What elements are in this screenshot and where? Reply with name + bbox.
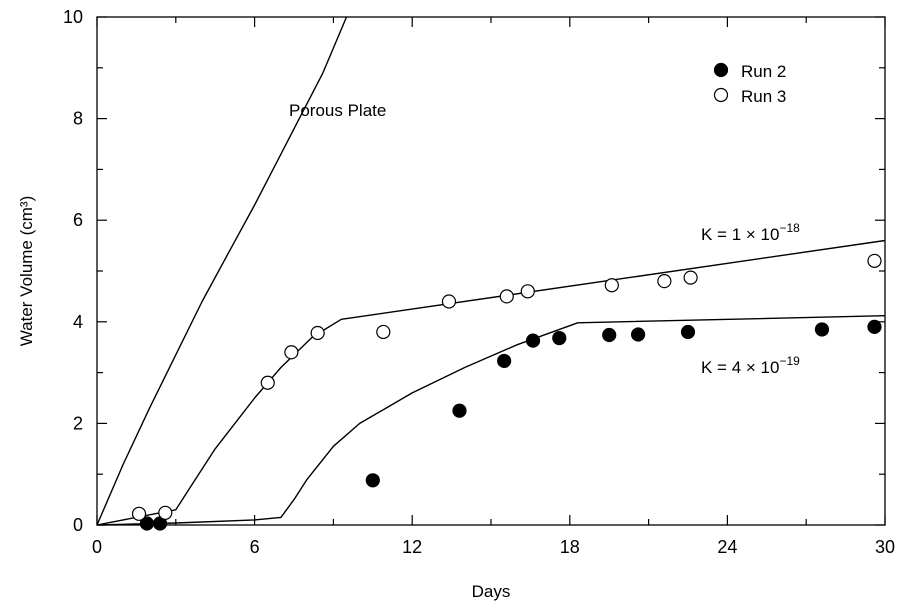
run3-point: [284, 345, 299, 360]
y-tick-label: 10: [63, 7, 83, 27]
annotation-k1-base: K = 1 × 10: [701, 225, 779, 244]
y-tick-label: 0: [73, 515, 83, 535]
x-tick-labels: 0 6 12 18 24 30: [92, 537, 895, 557]
legend-marker-run3: [713, 87, 729, 103]
run2-point: [497, 353, 512, 369]
run2-point: [814, 322, 830, 337]
annotation-k1: K = 1 × 10−18: [701, 221, 800, 244]
run2-point: [452, 403, 467, 418]
run2-point: [365, 473, 380, 488]
x-tick-label: 0: [92, 537, 102, 557]
legend-marker-run2: [713, 62, 729, 78]
run3-point: [499, 289, 514, 304]
run2-point: [680, 324, 696, 340]
x-tick-label: 12: [402, 537, 422, 557]
run3-point: [683, 270, 698, 285]
x-tick-label: 24: [717, 537, 737, 557]
y-tick-label: 6: [73, 210, 83, 230]
x-tick-label: 18: [560, 537, 580, 557]
run3-point: [158, 505, 173, 520]
annotation-k2: K = 4 × 10−19: [701, 354, 800, 377]
legend-label-run3: Run 3: [741, 87, 786, 106]
curve-2: [96, 315, 886, 526]
y-tick-labels: 0 2 4 6 8 10: [63, 7, 83, 535]
x-tick-label: 6: [250, 537, 260, 557]
run3-point: [260, 375, 275, 390]
y-tick-label: 2: [73, 413, 83, 433]
x-axis-title: Days: [472, 582, 511, 601]
curve-1: [96, 239, 886, 526]
curve-0: [96, 16, 348, 526]
run3-point: [441, 294, 457, 309]
run2-point: [630, 327, 646, 342]
x-tick-label: 30: [875, 537, 895, 557]
run2-point: [525, 333, 541, 348]
annotation-k1-exp: −18: [779, 221, 800, 235]
run3-point: [604, 278, 619, 293]
axis-ticks: [96, 16, 886, 526]
y-tick-label: 4: [73, 312, 83, 332]
legend-label-run2: Run 2: [741, 62, 786, 81]
annotation-k2-exp: −19: [779, 354, 800, 368]
run3-point: [867, 253, 882, 268]
annotation-k2-base: K = 4 × 10: [701, 358, 779, 377]
run3-point: [520, 284, 535, 299]
y-tick-label: 8: [73, 109, 83, 129]
run2-point: [552, 330, 567, 346]
annotation-porous-plate: Porous Plate: [289, 101, 386, 120]
data-points: [131, 253, 882, 531]
run3-point: [310, 325, 325, 341]
run3-point: [131, 506, 147, 521]
run2-point: [867, 319, 882, 334]
run3-point: [657, 274, 672, 289]
run2-point: [602, 327, 617, 343]
y-axis-title: Water Volume (cm³): [17, 196, 36, 347]
run3-point: [376, 324, 391, 340]
legend: Run 2 Run 3: [713, 62, 786, 106]
